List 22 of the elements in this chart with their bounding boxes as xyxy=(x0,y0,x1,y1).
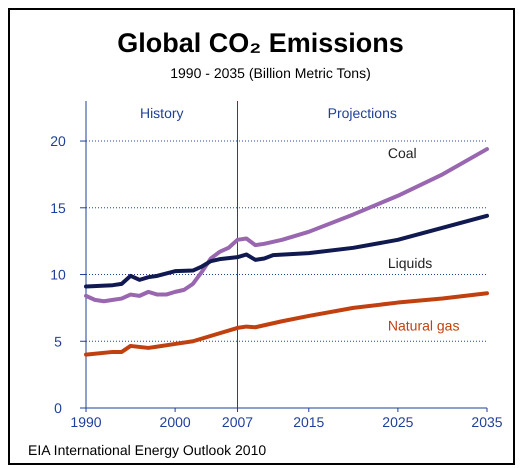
y-tick-label: 5 xyxy=(54,333,62,350)
x-tick-label: 2015 xyxy=(293,414,325,430)
annotation: History xyxy=(140,105,184,121)
x-tick-label: 2025 xyxy=(382,414,414,430)
series-label: Natural gas xyxy=(388,318,460,334)
x-tick-label: 2007 xyxy=(222,414,254,430)
y-tick-label: 0 xyxy=(54,400,62,416)
y-tick-label: 15 xyxy=(50,200,66,216)
y-tick-label: 20 xyxy=(50,133,66,150)
x-tick-label: 1990 xyxy=(70,414,102,430)
x-tick-label: 2000 xyxy=(160,414,191,430)
chart-subtitle: 1990 - 2035 (Billion Metric Tons) xyxy=(170,65,371,81)
text: EIA International Energy Outlook 2010 xyxy=(28,442,266,458)
series-label: Coal xyxy=(388,144,417,161)
line-series xyxy=(84,147,489,304)
chart-title: Global CO₂ Emissions xyxy=(117,28,404,58)
series-label: Liquids xyxy=(388,254,432,271)
y-tick-label: 10 xyxy=(50,266,66,283)
x-tick-label: 2035 xyxy=(471,414,503,430)
line-series xyxy=(84,214,489,289)
line-series xyxy=(84,291,489,357)
annotation: Projections xyxy=(328,105,397,121)
